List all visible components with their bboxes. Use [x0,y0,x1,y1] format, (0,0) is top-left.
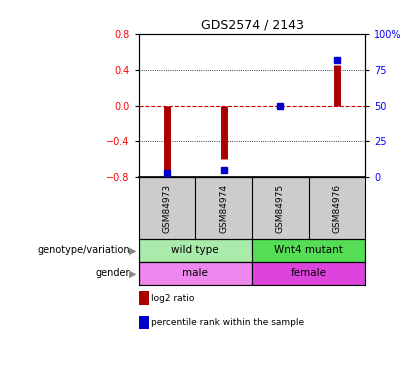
Text: Wnt4 mutant: Wnt4 mutant [274,245,343,255]
Bar [252,239,365,262]
Text: wild type: wild type [171,245,219,255]
Bar [139,239,252,262]
Text: male: male [182,268,208,279]
Text: ▶: ▶ [129,245,136,255]
Text: GSM84976: GSM84976 [333,183,341,232]
Text: gender: gender [96,268,130,279]
Bar [252,262,365,285]
Text: log2 ratio: log2 ratio [151,294,194,303]
Bar [139,262,252,285]
Text: GSM84974: GSM84974 [219,184,228,232]
Text: GSM84973: GSM84973 [163,183,171,232]
Text: ▶: ▶ [129,268,136,279]
Text: GSM84975: GSM84975 [276,183,285,232]
Text: percentile rank within the sample: percentile rank within the sample [151,318,304,327]
Text: genotype/variation: genotype/variation [37,245,130,255]
Text: female: female [291,268,327,279]
Text: GDS2574 / 2143: GDS2574 / 2143 [201,19,303,32]
